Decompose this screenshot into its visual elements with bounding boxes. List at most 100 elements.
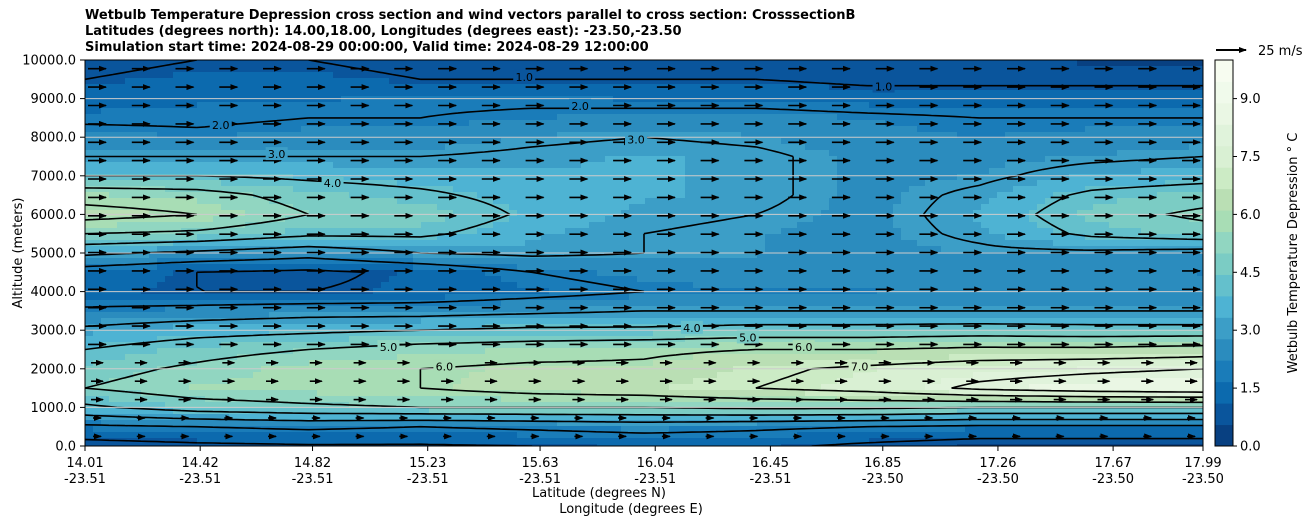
field-cell	[541, 240, 550, 247]
field-cell	[453, 210, 462, 217]
field-cell	[1053, 132, 1062, 139]
field-cell	[93, 96, 102, 103]
field-cell	[613, 192, 622, 199]
field-cell	[1117, 144, 1126, 151]
field-cell	[933, 60, 942, 67]
field-cell	[109, 252, 118, 259]
field-cell	[757, 126, 766, 133]
field-cell	[157, 144, 166, 151]
field-cell	[285, 150, 294, 157]
field-cell	[525, 138, 534, 145]
field-cell	[1029, 186, 1038, 193]
field-cell	[901, 126, 910, 133]
field-cell	[437, 216, 446, 223]
field-cell	[1117, 216, 1126, 223]
field-cell	[421, 132, 430, 139]
field-cell	[653, 144, 662, 151]
field-cell	[773, 228, 782, 235]
field-cell	[133, 138, 142, 145]
field-cell	[741, 132, 750, 139]
field-cell	[781, 60, 790, 67]
field-cell	[261, 228, 270, 235]
field-cell	[917, 108, 926, 115]
field-cell	[421, 240, 430, 247]
field-cell	[317, 198, 326, 205]
field-cell	[1189, 96, 1198, 103]
field-cell	[877, 168, 886, 175]
field-cell	[181, 60, 190, 67]
field-cell	[821, 150, 830, 157]
field-cell	[541, 66, 550, 73]
field-cell	[1005, 150, 1014, 157]
field-cell	[877, 96, 886, 103]
field-cell	[613, 270, 622, 277]
field-cell	[1077, 264, 1086, 271]
field-cell	[573, 240, 582, 247]
field-cell	[813, 156, 822, 163]
field-cell	[749, 264, 758, 271]
field-cell	[605, 90, 614, 97]
field-cell	[613, 174, 622, 181]
field-cell	[1173, 72, 1182, 79]
field-cell	[637, 84, 646, 91]
field-cell	[1157, 216, 1166, 223]
field-cell	[933, 78, 942, 85]
field-cell	[253, 108, 262, 115]
field-cell	[1165, 60, 1174, 67]
field-cell	[245, 186, 254, 193]
field-cell	[709, 144, 718, 151]
field-cell	[445, 204, 454, 211]
field-cell	[565, 120, 574, 127]
field-cell	[925, 216, 934, 223]
field-cell	[533, 168, 542, 175]
field-cell	[517, 84, 526, 91]
field-cell	[197, 144, 206, 151]
field-cell	[237, 114, 246, 121]
field-cell	[669, 114, 678, 121]
field-cell	[1021, 96, 1030, 103]
field-cell	[469, 234, 478, 241]
field-cell	[861, 264, 870, 271]
field-cell	[1085, 210, 1094, 217]
field-cell	[293, 258, 302, 265]
field-cell	[357, 156, 366, 163]
field-cell	[725, 228, 734, 235]
field-cell	[357, 78, 366, 85]
field-cell	[189, 90, 198, 97]
field-cell	[1069, 222, 1078, 229]
field-cell	[549, 222, 558, 229]
field-cell	[1013, 174, 1022, 181]
field-cell	[1157, 198, 1166, 205]
field-cell	[1069, 174, 1078, 181]
field-cell	[93, 162, 102, 169]
field-cell	[325, 72, 334, 79]
field-cell	[485, 222, 494, 229]
field-cell	[533, 216, 542, 223]
field-cell	[197, 192, 206, 199]
field-cell	[405, 108, 414, 115]
field-cell	[237, 168, 246, 175]
field-cell	[669, 204, 678, 211]
field-cell	[133, 90, 142, 97]
field-cell	[149, 180, 158, 187]
field-cell	[741, 216, 750, 223]
field-cell	[1165, 162, 1174, 169]
field-cell	[965, 204, 974, 211]
field-cell	[509, 108, 518, 115]
field-cell	[221, 204, 230, 211]
field-cell	[1069, 216, 1078, 223]
field-cell	[965, 210, 974, 217]
field-cell	[653, 72, 662, 79]
field-cell	[1077, 168, 1086, 175]
field-cell	[253, 120, 262, 127]
field-cell	[205, 132, 214, 139]
field-cell	[413, 216, 422, 223]
field-cell	[941, 138, 950, 145]
field-cell	[965, 186, 974, 193]
field-cell	[597, 60, 606, 67]
field-cell	[509, 132, 518, 139]
field-cell	[429, 144, 438, 151]
field-cell	[917, 126, 926, 133]
field-cell	[733, 186, 742, 193]
field-cell	[805, 186, 814, 193]
